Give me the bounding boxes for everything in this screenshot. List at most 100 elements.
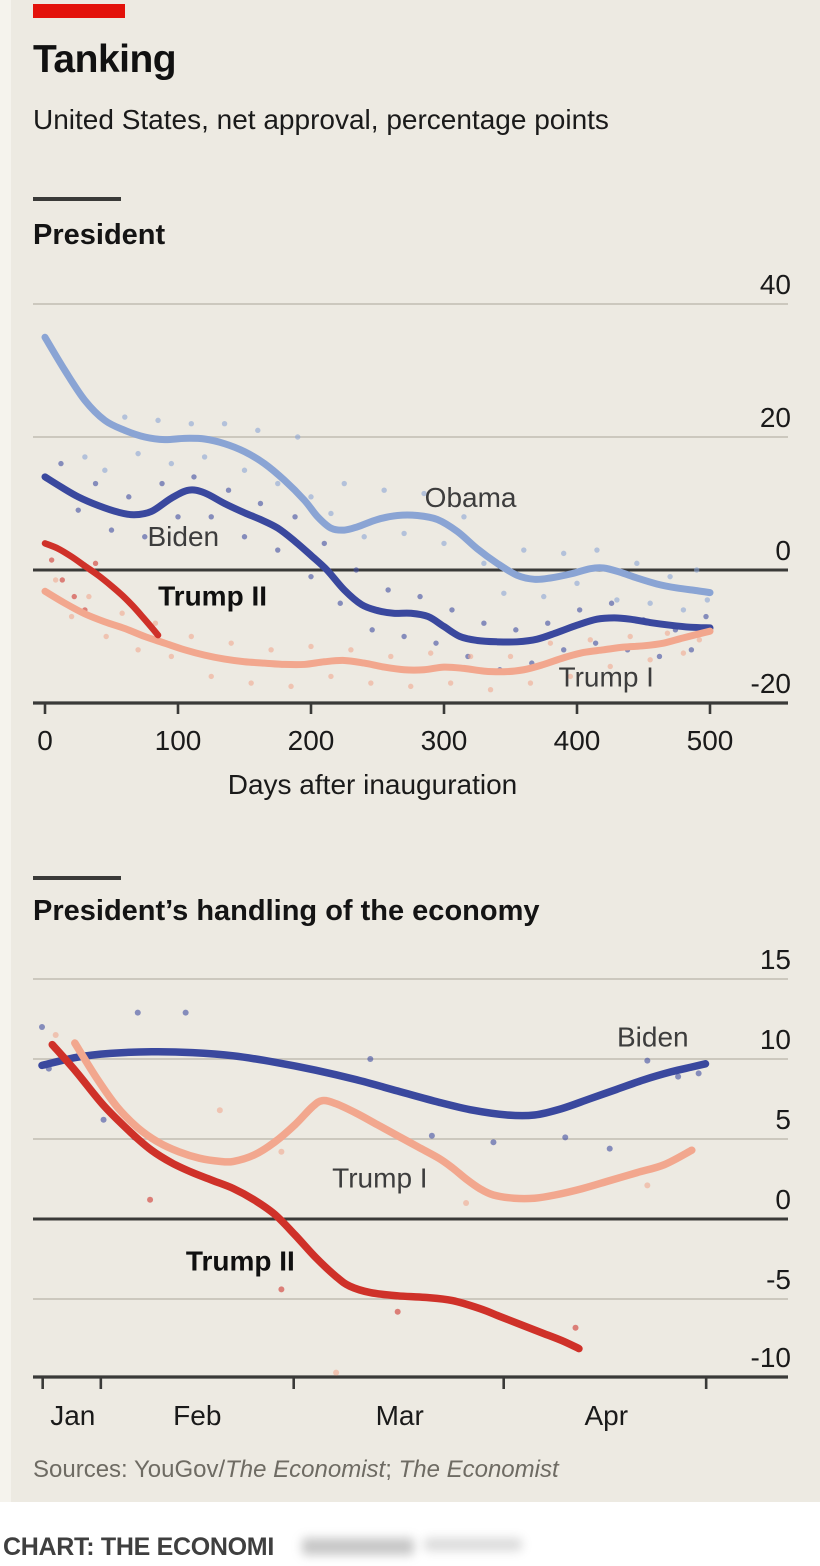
y-tick-label--5: -5 <box>766 1264 791 1295</box>
poll-dot-trump2 <box>92 560 99 567</box>
poll-dot-trump1 <box>333 1369 340 1376</box>
poll-dot-obama <box>255 427 261 434</box>
poll-dot-biden <box>367 1056 374 1062</box>
y-tick-label-0: 0 <box>775 1184 791 1215</box>
y-tick-label-40: 40 <box>760 269 791 300</box>
poll-dot-biden <box>159 480 165 487</box>
y-tick-label--20: -20 <box>751 668 791 699</box>
poll-dot-obama <box>135 450 141 457</box>
poll-dot-obama <box>574 580 580 586</box>
y-tick-label--10: -10 <box>751 1342 791 1373</box>
poll-dot-biden <box>58 460 64 467</box>
poll-dot-trump2 <box>48 557 55 563</box>
series-label-biden: Biden <box>148 521 220 552</box>
poll-dot-biden <box>241 534 248 540</box>
poll-dot-trump1 <box>152 620 159 626</box>
poll-dot-trump2 <box>71 593 77 600</box>
poll-dot-trump1 <box>348 647 354 653</box>
poll-dot-biden <box>606 1145 613 1152</box>
poll-dot-obama <box>155 417 161 424</box>
poll-dot-trump1 <box>288 683 294 690</box>
series-label-biden: Biden <box>617 1022 689 1053</box>
poll-dot-trump1 <box>328 673 334 680</box>
poll-dot-obama <box>102 467 108 473</box>
poll-dot-trump1 <box>680 650 687 656</box>
watermark-blur-region <box>302 1538 414 1555</box>
x-tick-label-0: 0 <box>37 725 53 756</box>
poll-dot-trump1 <box>408 683 414 690</box>
poll-dot-biden <box>337 600 343 606</box>
poll-dot-obama <box>461 514 467 520</box>
poll-dot-biden <box>656 653 663 660</box>
poll-dot-obama <box>541 593 547 600</box>
poll-dot-trump1 <box>188 633 194 640</box>
poll-dot-trump1 <box>447 680 454 686</box>
poll-dot-biden <box>385 587 391 593</box>
panel-rule-economy <box>33 876 121 880</box>
poll-dot-obama <box>694 567 700 573</box>
watermark-blur-region-2 <box>424 1538 522 1551</box>
chart-subtitle: United States, net approval, percentage … <box>33 104 609 135</box>
y-tick-label-15: 15 <box>760 944 791 975</box>
panel-rule-president <box>33 197 121 201</box>
x-tick-label-mar: Mar <box>376 1400 424 1431</box>
poll-dot-biden <box>576 607 583 613</box>
poll-dot-trump1 <box>547 640 554 646</box>
x-tick-label-500: 500 <box>687 725 734 756</box>
poll-dot-biden <box>545 620 551 626</box>
poll-dot-biden <box>562 1134 569 1141</box>
poll-dot-biden <box>449 607 455 613</box>
x-axis-title-president: Days after inauguration <box>227 769 518 800</box>
series-label-trump-i: Trump I <box>332 1162 427 1193</box>
series-label-trump-ii: Trump II <box>186 1246 295 1277</box>
poll-dot-obama <box>361 534 367 540</box>
poll-dot-obama <box>381 487 387 493</box>
series-line-trump-i <box>41 587 714 676</box>
poll-dot-trump1 <box>216 1107 223 1114</box>
series-line-biden <box>38 1048 710 1120</box>
poll-dot-trump1 <box>487 687 494 693</box>
poll-dot-obama <box>201 454 208 460</box>
poll-dot-trump1 <box>664 630 671 636</box>
source-text: Sources: YouGov/ <box>33 1456 226 1483</box>
series-line-trump-ii <box>48 1040 583 1353</box>
poll-dot-trump2 <box>394 1308 401 1315</box>
poll-dot-obama <box>328 510 334 517</box>
poll-dot-biden <box>401 633 407 640</box>
poll-dot-biden <box>275 547 281 553</box>
poll-dot-trump1 <box>52 577 59 583</box>
poll-dot-trump2 <box>278 1286 285 1293</box>
poll-dot-trump2 <box>59 577 65 583</box>
poll-dot-trump1 <box>607 663 613 670</box>
poll-dot-trump1 <box>68 613 75 620</box>
poll-dot-trump1 <box>644 1182 651 1189</box>
poll-dot-biden <box>417 593 423 600</box>
y-tick-label-0: 0 <box>775 535 791 566</box>
poll-dot-trump1 <box>428 650 434 656</box>
poll-dot-biden <box>182 1009 189 1016</box>
page-left-margin <box>0 0 11 1502</box>
y-tick-label-10: 10 <box>760 1024 791 1055</box>
brand-red-bar <box>33 4 125 18</box>
poll-dot-trump1 <box>527 680 534 686</box>
poll-dot-trump1 <box>86 593 92 600</box>
poll-dot-obama <box>614 597 620 603</box>
series-line-obama <box>41 333 714 597</box>
panel-title-president: President <box>33 219 166 251</box>
poll-dot-biden <box>208 514 214 520</box>
poll-dot-trump2 <box>147 1196 154 1203</box>
poll-dot-obama <box>295 434 301 440</box>
poll-dot-obama <box>341 480 347 487</box>
poll-dot-obama <box>441 540 447 547</box>
poll-dot-obama <box>594 547 600 553</box>
poll-dot-biden <box>608 600 615 606</box>
poll-dot-biden <box>561 647 567 653</box>
x-tick-label-jan: Jan <box>50 1400 95 1431</box>
poll-dot-biden <box>644 1057 651 1064</box>
chart-title: Tanking <box>33 38 177 81</box>
poll-dot-obama <box>421 490 427 497</box>
poll-dot-trump1 <box>388 653 394 660</box>
poll-dot-biden <box>191 474 197 480</box>
series-line-biden <box>41 473 714 646</box>
poll-dot-trump1 <box>208 673 214 680</box>
